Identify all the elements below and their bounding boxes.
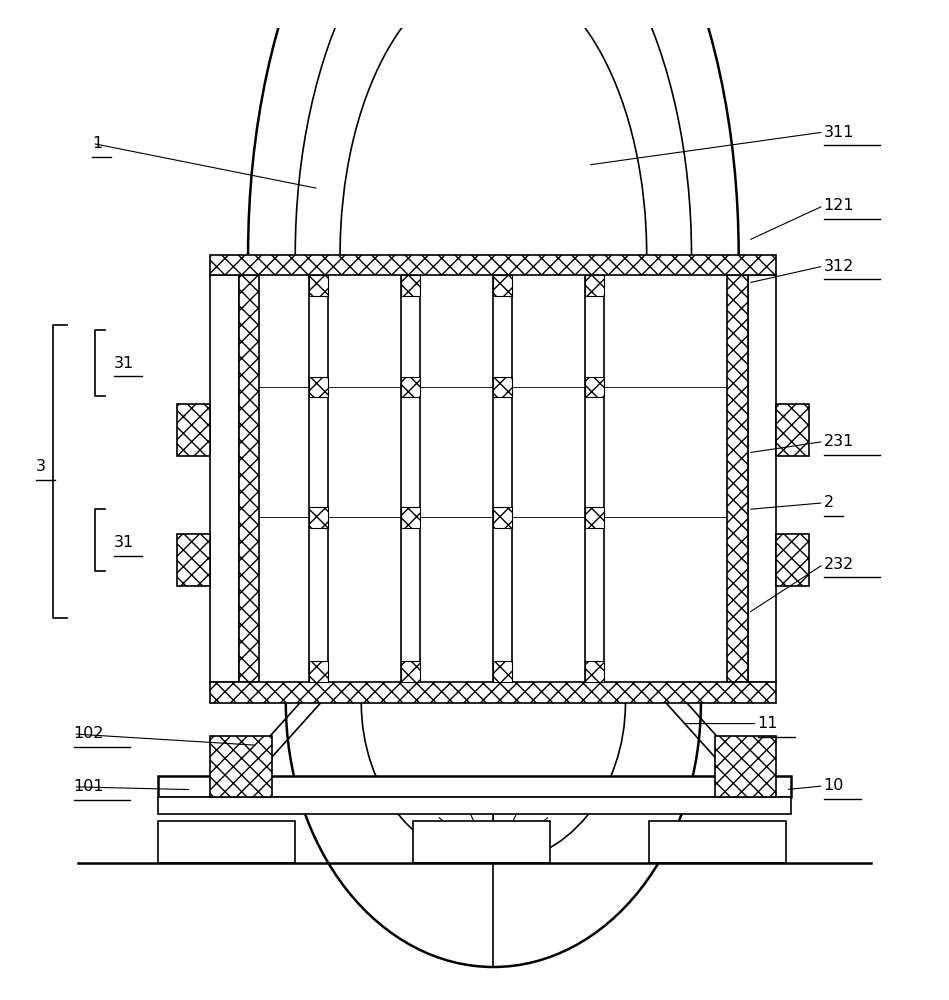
Bar: [585, 507, 604, 528]
Text: 3: 3: [36, 459, 46, 474]
Bar: [493, 661, 512, 682]
Bar: [493, 377, 512, 397]
Text: 10: 10: [824, 778, 844, 793]
Text: 231: 231: [824, 434, 854, 449]
Bar: [158, 776, 791, 797]
Bar: [493, 507, 512, 528]
Bar: [238, 275, 259, 682]
Text: 11: 11: [757, 716, 778, 731]
Text: 311: 311: [824, 125, 854, 140]
Bar: [309, 661, 328, 682]
Bar: [776, 534, 809, 586]
Text: 121: 121: [824, 198, 854, 213]
Bar: [727, 275, 748, 682]
Text: 31: 31: [114, 535, 135, 550]
Bar: [413, 821, 550, 863]
Text: 232: 232: [824, 557, 854, 572]
Bar: [649, 821, 786, 863]
Bar: [400, 661, 419, 682]
Bar: [158, 821, 295, 863]
Bar: [309, 507, 328, 528]
Bar: [177, 534, 211, 586]
Text: 102: 102: [73, 726, 104, 741]
Bar: [400, 507, 419, 528]
Text: 1: 1: [92, 136, 102, 151]
Text: 2: 2: [824, 495, 834, 510]
Bar: [748, 275, 776, 682]
Text: 31: 31: [114, 356, 135, 371]
Bar: [177, 404, 211, 456]
Text: 312: 312: [824, 259, 854, 274]
Text: 101: 101: [73, 779, 104, 794]
Bar: [211, 255, 776, 275]
Bar: [309, 275, 328, 296]
Bar: [211, 275, 238, 682]
Bar: [400, 275, 419, 296]
Bar: [158, 797, 791, 814]
Bar: [716, 736, 776, 797]
Bar: [493, 275, 512, 296]
Bar: [585, 377, 604, 397]
Bar: [309, 377, 328, 397]
Bar: [211, 682, 776, 703]
Bar: [585, 661, 604, 682]
Bar: [211, 736, 271, 797]
Bar: [400, 377, 419, 397]
Bar: [585, 275, 604, 296]
Bar: [776, 404, 809, 456]
